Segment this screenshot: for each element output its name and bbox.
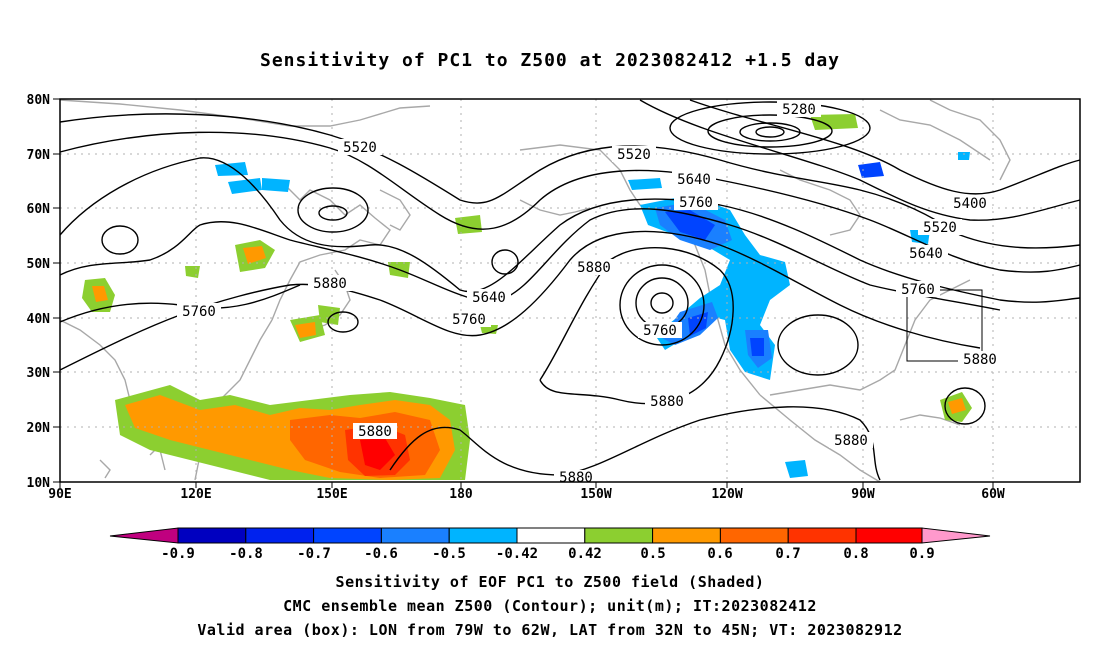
lat-label: 60N: [27, 202, 51, 217]
colorbar-bin: [516, 527, 586, 544]
colorbar-bin: [380, 527, 450, 544]
contour-label: 5760: [679, 195, 713, 211]
colorbar-bin: [855, 527, 923, 544]
colorbar-label: 0.5: [640, 546, 665, 562]
contour-label: 5880: [834, 433, 868, 449]
lat-label: 30N: [27, 366, 51, 381]
footer-line-1: Sensitivity of EOF PC1 to Z500 field (Sh…: [335, 573, 765, 591]
colorbar-label: 0.8: [843, 546, 868, 562]
contour-label: 5880: [559, 470, 593, 486]
lat-label: 40N: [27, 312, 51, 327]
colorbar-left-arrow: [109, 527, 179, 544]
colorbar-label: -0.8: [229, 546, 263, 562]
contour-label: 5880: [358, 424, 392, 440]
colorbar-label: -0.5: [432, 546, 466, 562]
lon-label: 90W: [851, 487, 875, 502]
latitude-labels: 80N 70N 60N 50N 40N 30N 20N 10N: [27, 93, 51, 491]
colorbar-label: 0.42: [568, 546, 602, 562]
colorbar-bin: [787, 527, 857, 544]
contour-label: 5760: [643, 323, 677, 339]
longitude-labels: 90E 120E 150E 180 150W 120W 90W 60W: [48, 487, 1005, 502]
colorbar-label: -0.6: [364, 546, 398, 562]
lon-label: 150W: [580, 487, 611, 502]
colorbar-label: -0.7: [297, 546, 331, 562]
contour-label: 5640: [677, 172, 711, 188]
contour-label: 5880: [313, 276, 347, 292]
contour-label: 5760: [182, 304, 216, 320]
lat-label: 80N: [27, 93, 51, 108]
colorbar-label: 0.7: [775, 546, 800, 562]
contour-label: 5880: [577, 260, 611, 276]
colorbar-label: -0.42: [496, 546, 538, 562]
colorbar-label: -0.9: [161, 546, 195, 562]
colorbar-bin: [584, 527, 654, 544]
valid-area-box: [906, 289, 983, 362]
contour-label: 5400: [953, 196, 987, 212]
plot-title: Sensitivity of PC1 to Z500 at 2023082412…: [259, 50, 840, 71]
sensitivity-shading: [82, 114, 972, 480]
lon-label: 90E: [48, 487, 71, 502]
footer-line-2: CMC ensemble mean Z500 (Contour); unit(m…: [283, 597, 817, 615]
lat-label: 20N: [27, 421, 51, 436]
colorbar-right-arrow: [921, 527, 991, 544]
colorbar-label: 0.6: [707, 546, 732, 562]
lat-label: 50N: [27, 257, 51, 272]
lat-label: 70N: [27, 148, 51, 163]
colorbar-bin: [313, 527, 382, 544]
contour-label: 5760: [452, 312, 486, 328]
contour-label: 5520: [617, 147, 651, 163]
axis-ticks: [53, 98, 994, 488]
lon-label: 120W: [711, 487, 742, 502]
lon-label: 60W: [981, 487, 1005, 502]
contour-labels: 5520 5520 5280 5640 5760 5400 5520 5640 …: [177, 101, 1002, 486]
map-panel: 5520 5520 5280 5640 5760 5400 5520 5640 …: [59, 98, 1081, 486]
contour-label: 5640: [472, 290, 506, 306]
lon-label: 150E: [316, 487, 347, 502]
colorbar-bin: [245, 527, 315, 544]
lat-label: 10N: [27, 476, 51, 491]
graticule: [60, 99, 1080, 482]
contour-label: 5760: [901, 282, 935, 298]
lon-label: 180: [449, 487, 473, 502]
footer-line-3: Valid area (box): LON from 79W to 62W, L…: [197, 621, 903, 639]
lon-label: 120E: [180, 487, 211, 502]
contour-label: 5520: [923, 220, 957, 236]
contour-label: 5640: [909, 246, 943, 262]
colorbar-bin: [177, 527, 247, 544]
colorbar: [109, 527, 991, 544]
contour-label: 5880: [650, 394, 684, 410]
contour-label: 5520: [343, 140, 377, 156]
colorbar-bin: [448, 527, 518, 544]
colorbar-labels: -0.9 -0.8 -0.7 -0.6 -0.5 -0.42 0.42 0.5 …: [161, 546, 935, 562]
colorbar-label: 0.9: [909, 546, 934, 562]
contour-label: 5880: [963, 352, 997, 368]
colorbar-bin: [719, 527, 789, 544]
colorbar-bin: [652, 527, 721, 544]
contour-label: 5280: [782, 102, 816, 118]
